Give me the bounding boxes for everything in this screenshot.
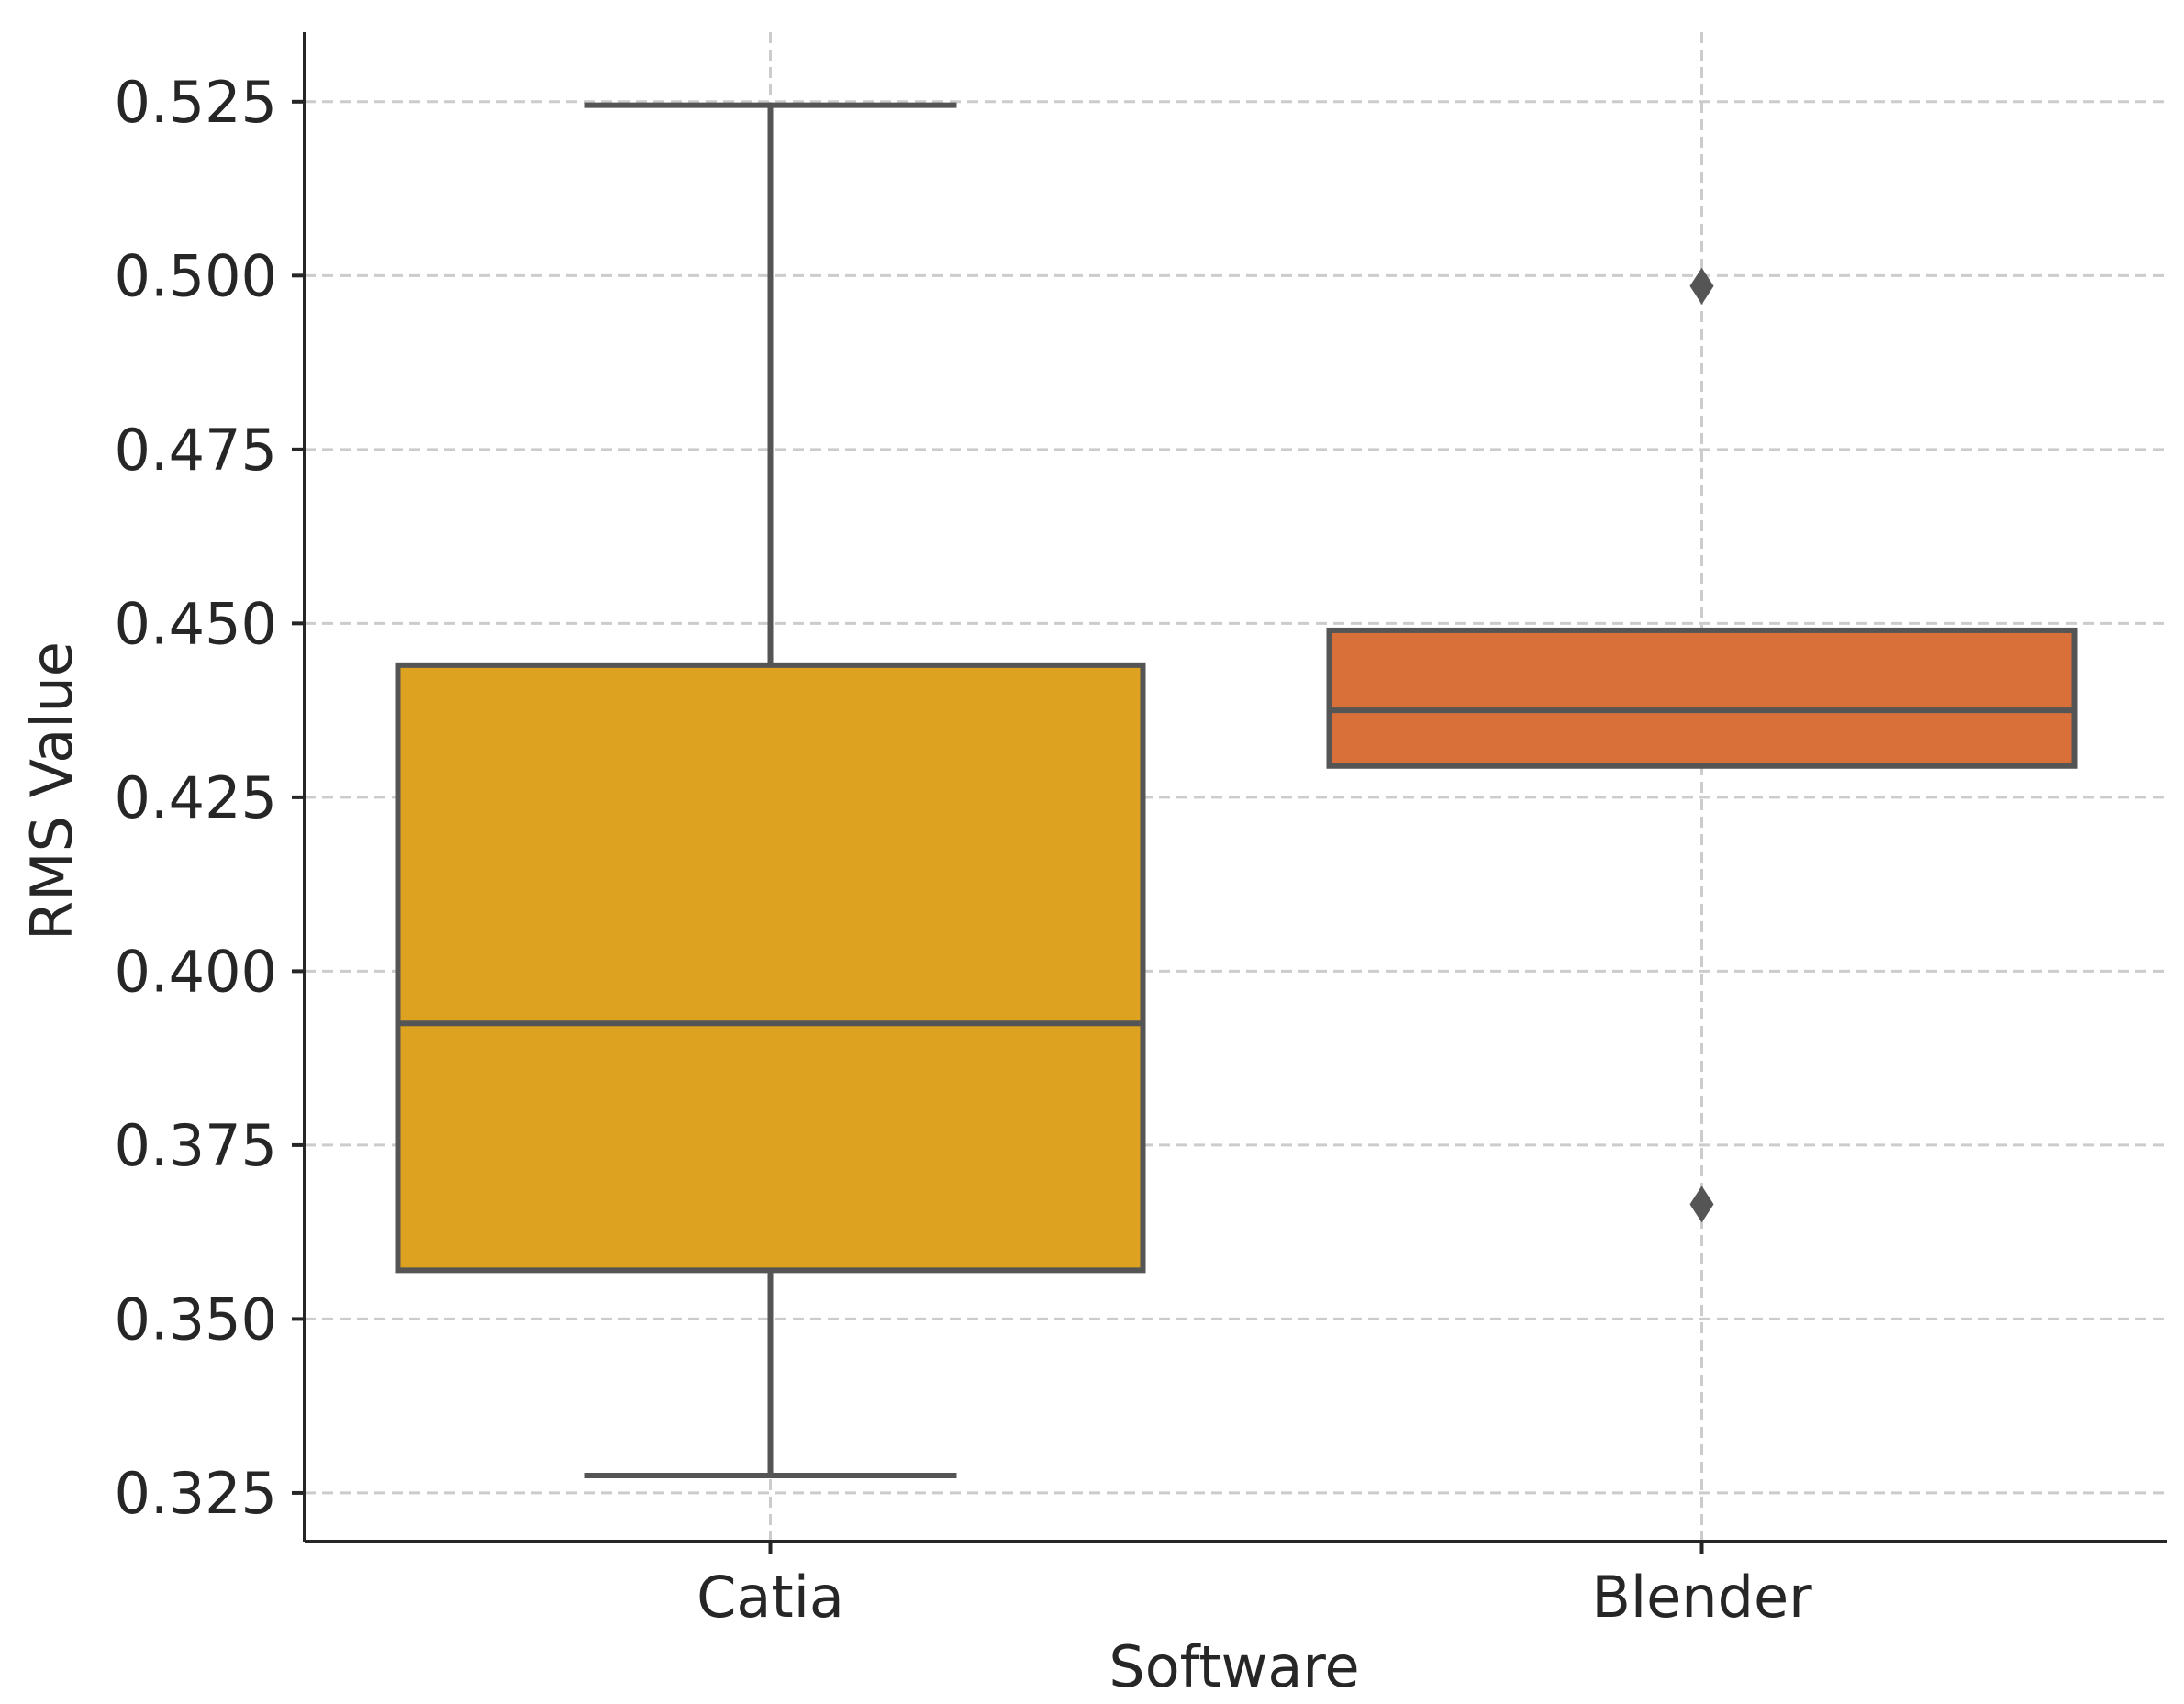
grid-lines bbox=[305, 32, 2167, 1542]
tick-labels: 0.325 0.350 0.375 0.400 0.425 0.450 0.475 0.500… bbox=[115, 69, 1813, 1631]
y-tick-label: 0.450 bbox=[115, 590, 278, 657]
y-tick-label: 0.500 bbox=[115, 242, 278, 309]
box-catia bbox=[395, 662, 1146, 1274]
box-plot-marks bbox=[395, 102, 2078, 1478]
y-axis-title: RMS Value bbox=[18, 641, 85, 941]
x-axis-title: Software bbox=[1109, 1633, 1359, 1700]
y-tick-label: 0.475 bbox=[115, 417, 278, 484]
y-tick-label: 0.325 bbox=[115, 1460, 278, 1527]
y-tick-label: 0.350 bbox=[115, 1286, 278, 1353]
y-tick-label: 0.525 bbox=[115, 69, 278, 136]
y-tick-label: 0.375 bbox=[115, 1112, 278, 1179]
box-blender bbox=[1326, 627, 2078, 769]
y-tick-label: 0.400 bbox=[115, 938, 278, 1005]
axes bbox=[292, 32, 2167, 1554]
outlier-point bbox=[1689, 1186, 1714, 1223]
x-tick-label: Catia bbox=[696, 1564, 844, 1631]
x-tick-label: Blender bbox=[1591, 1564, 1812, 1631]
outlier-point bbox=[1689, 267, 1714, 305]
y-tick-label: 0.425 bbox=[115, 764, 278, 831]
